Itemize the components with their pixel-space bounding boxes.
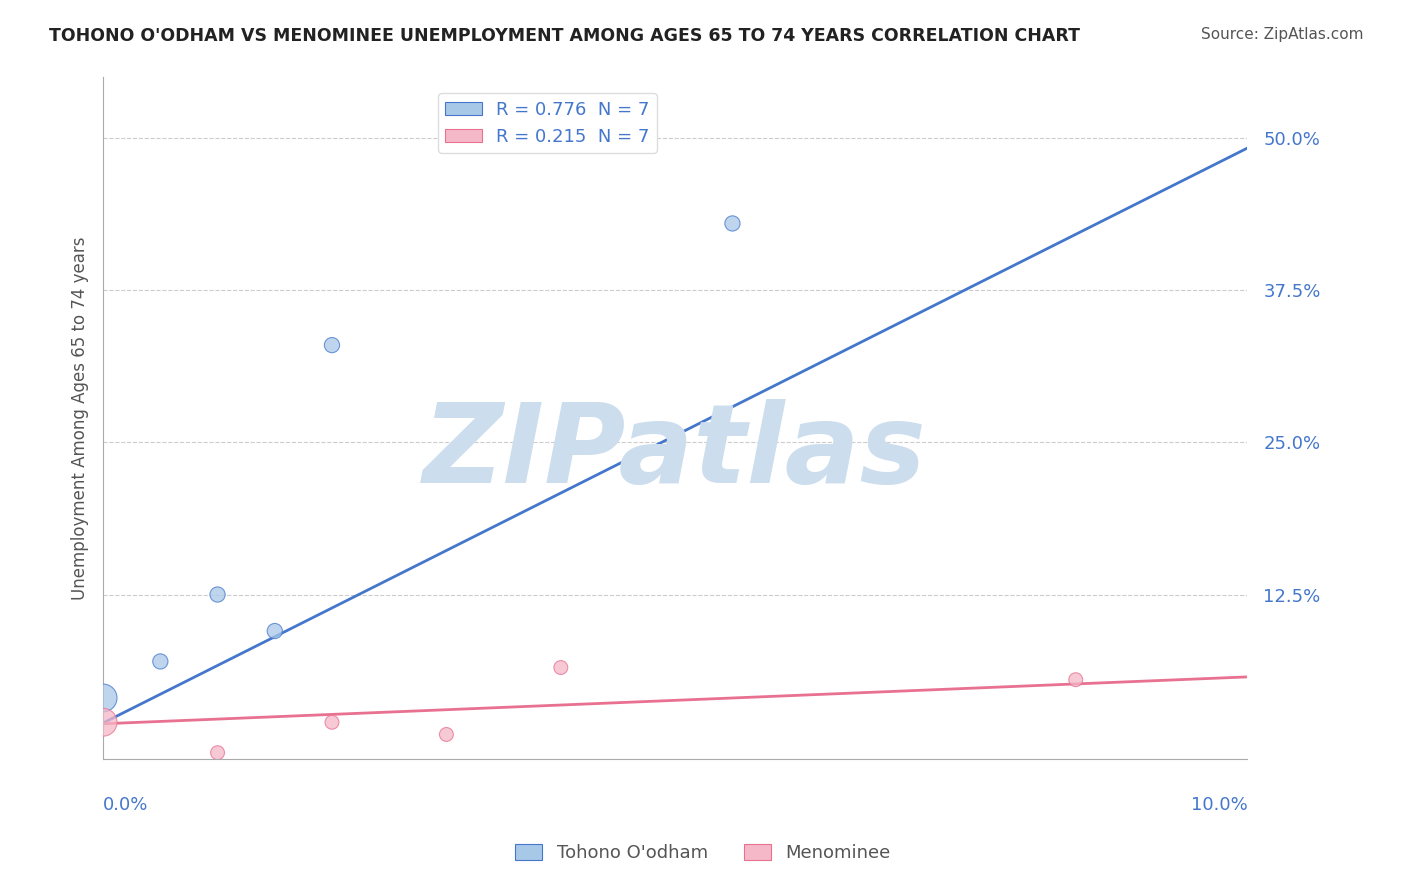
Y-axis label: Unemployment Among Ages 65 to 74 years: Unemployment Among Ages 65 to 74 years [72,236,89,599]
Text: ZIPatlas: ZIPatlas [423,399,927,506]
Legend: R = 0.776  N = 7, R = 0.215  N = 7: R = 0.776 N = 7, R = 0.215 N = 7 [439,94,657,153]
Point [321,338,343,352]
Point [434,727,457,741]
Point [321,715,343,730]
Point [149,655,172,669]
Text: 10.0%: 10.0% [1191,797,1247,814]
Point [721,216,744,230]
Point [207,588,229,602]
Point [91,715,114,730]
Point [1064,673,1087,687]
Text: 0.0%: 0.0% [103,797,149,814]
Point [207,746,229,760]
Legend: Tohono O'odham, Menominee: Tohono O'odham, Menominee [508,837,898,870]
Point [91,690,114,705]
Text: TOHONO O'ODHAM VS MENOMINEE UNEMPLOYMENT AMONG AGES 65 TO 74 YEARS CORRELATION C: TOHONO O'ODHAM VS MENOMINEE UNEMPLOYMENT… [49,27,1080,45]
Point [550,660,572,674]
Point [263,624,285,638]
Text: Source: ZipAtlas.com: Source: ZipAtlas.com [1201,27,1364,42]
